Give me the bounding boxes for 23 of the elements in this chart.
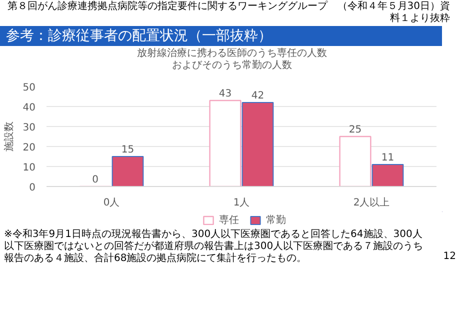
x-tick-label: 2人以上 bbox=[353, 196, 390, 208]
text: ※令和3年9月1日時点の現況報告書から、300人以下医療圏であると回答した64施設、300人以下医療圏ではないとの回答だが都道府県の報告書上は300人以下医療圏である７施設のうち報告のある４施設、合計68施設の拠点病院にて集計を行ったもの。 bbox=[4, 229, 424, 265]
legend-label: 専任 bbox=[219, 214, 239, 227]
chart-subtitle: 放射線治療に携わる医師のうち専任の人数およびそのうち常勤の人数 bbox=[136, 48, 328, 72]
text: 12 bbox=[443, 251, 456, 263]
data-label: 25 bbox=[348, 124, 362, 136]
y-tick-label: 10 bbox=[22, 162, 36, 174]
y-tick-label: 0 bbox=[29, 182, 36, 194]
y-axis-title: 施設数 bbox=[2, 122, 15, 152]
y-tick-label: 50 bbox=[22, 82, 36, 94]
y-tick-label: 30 bbox=[22, 122, 36, 134]
y-tick-label: 20 bbox=[22, 142, 36, 154]
data-label: 43 bbox=[218, 88, 232, 100]
legend-label: 常勤 bbox=[266, 214, 286, 227]
data-label: 11 bbox=[381, 152, 394, 164]
data-label: 15 bbox=[121, 144, 134, 156]
data-label: 0 bbox=[92, 174, 98, 186]
x-tick-label: 1人 bbox=[233, 198, 250, 208]
chart-title: 参考：診療従事者の配置状況（一部抜粋） bbox=[6, 27, 272, 46]
y-tick-label: 40 bbox=[22, 102, 36, 114]
x-tick-label: 0人 bbox=[103, 198, 120, 208]
data-label: 42 bbox=[251, 90, 264, 102]
text: 第８回がん診療連携拠点病院等の指定要件に関するワーキンググループ （令和４年５月30日）資料１より抜粋 bbox=[6, 1, 450, 25]
